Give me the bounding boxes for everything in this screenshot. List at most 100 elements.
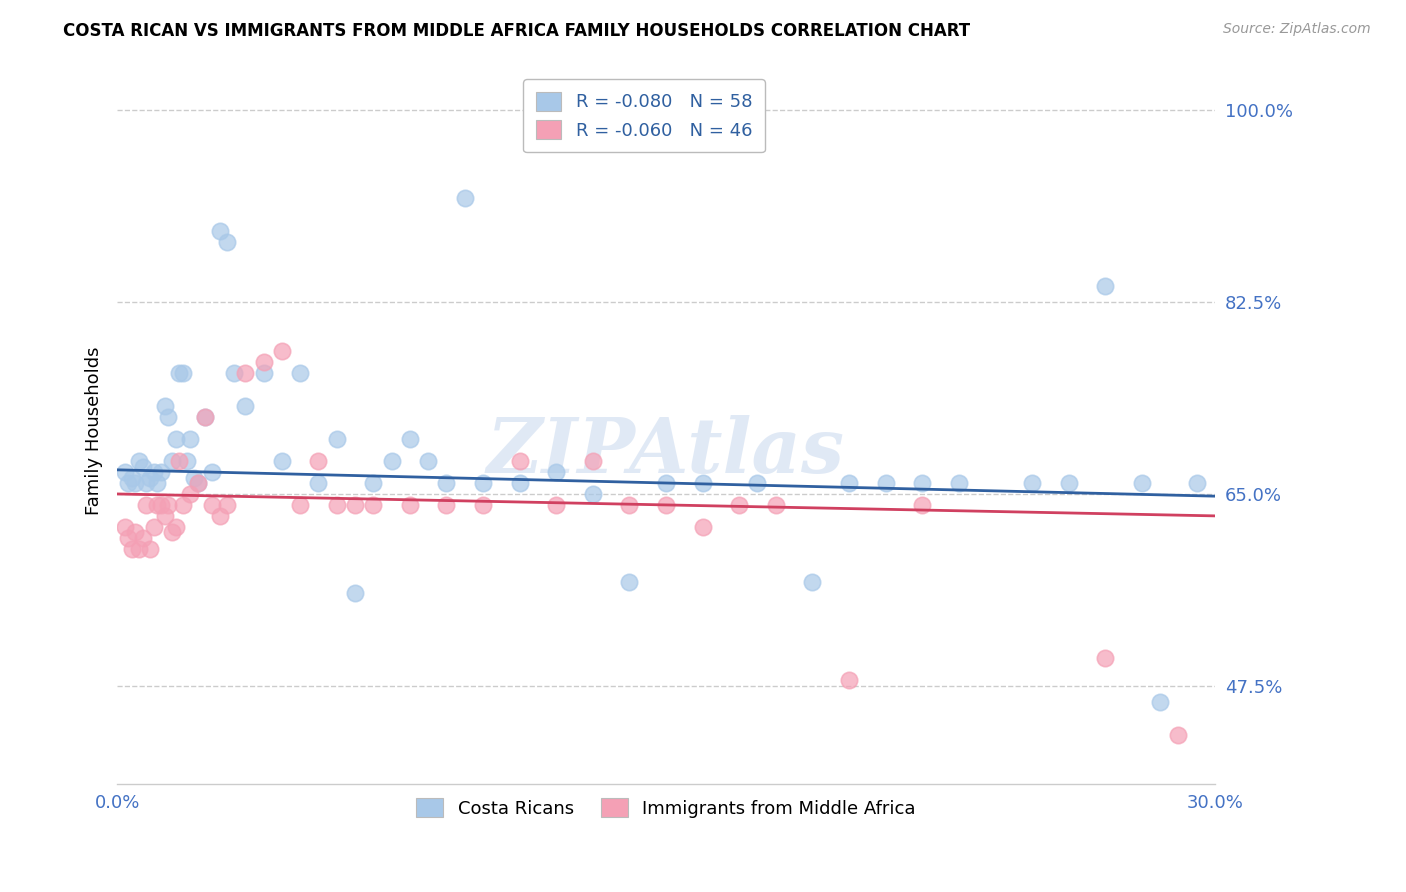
- Y-axis label: Family Households: Family Households: [86, 347, 103, 516]
- Point: [325, 498, 347, 512]
- Point: [208, 508, 231, 523]
- Point: [381, 454, 404, 468]
- Point: [288, 367, 311, 381]
- Point: [179, 487, 201, 501]
- Point: [270, 344, 292, 359]
- Point: [655, 498, 678, 512]
- Point: [436, 498, 458, 512]
- Point: [270, 454, 292, 468]
- Point: [325, 432, 347, 446]
- Point: [172, 498, 194, 512]
- Point: [153, 399, 176, 413]
- Point: [1149, 695, 1171, 709]
- Point: [114, 520, 136, 534]
- Point: [838, 673, 860, 688]
- Point: [124, 475, 146, 490]
- Point: [1185, 475, 1208, 490]
- Point: [183, 470, 205, 484]
- Legend: Costa Ricans, Immigrants from Middle Africa: Costa Ricans, Immigrants from Middle Afr…: [409, 791, 924, 825]
- Point: [728, 498, 751, 512]
- Point: [121, 541, 143, 556]
- Point: [509, 475, 531, 490]
- Point: [132, 531, 155, 545]
- Point: [187, 475, 209, 490]
- Point: [619, 498, 641, 512]
- Point: [655, 475, 678, 490]
- Point: [1094, 651, 1116, 665]
- Point: [135, 475, 157, 490]
- Point: [114, 465, 136, 479]
- Point: [128, 454, 150, 468]
- Point: [344, 498, 367, 512]
- Point: [288, 498, 311, 512]
- Point: [124, 525, 146, 540]
- Point: [1057, 475, 1080, 490]
- Point: [1130, 475, 1153, 490]
- Text: COSTA RICAN VS IMMIGRANTS FROM MIDDLE AFRICA FAMILY HOUSEHOLDS CORRELATION CHART: COSTA RICAN VS IMMIGRANTS FROM MIDDLE AF…: [63, 22, 970, 40]
- Point: [692, 475, 714, 490]
- Point: [399, 432, 422, 446]
- Point: [307, 454, 329, 468]
- Point: [911, 475, 934, 490]
- Point: [801, 574, 824, 589]
- Point: [875, 475, 897, 490]
- Point: [121, 470, 143, 484]
- Text: Source: ZipAtlas.com: Source: ZipAtlas.com: [1223, 22, 1371, 37]
- Point: [509, 454, 531, 468]
- Point: [139, 470, 162, 484]
- Point: [233, 399, 256, 413]
- Point: [252, 367, 274, 381]
- Point: [194, 410, 217, 425]
- Point: [160, 454, 183, 468]
- Point: [128, 541, 150, 556]
- Point: [117, 475, 139, 490]
- Point: [117, 531, 139, 545]
- Point: [546, 498, 568, 512]
- Point: [157, 498, 180, 512]
- Point: [150, 465, 173, 479]
- Point: [146, 475, 169, 490]
- Point: [1021, 475, 1043, 490]
- Point: [135, 498, 157, 512]
- Point: [208, 224, 231, 238]
- Point: [224, 367, 246, 381]
- Point: [747, 475, 769, 490]
- Point: [344, 585, 367, 599]
- Point: [418, 454, 440, 468]
- Point: [582, 487, 605, 501]
- Point: [692, 520, 714, 534]
- Point: [201, 498, 224, 512]
- Point: [1094, 278, 1116, 293]
- Point: [472, 475, 495, 490]
- Point: [176, 454, 198, 468]
- Point: [363, 475, 385, 490]
- Point: [179, 432, 201, 446]
- Point: [948, 475, 970, 490]
- Point: [454, 191, 477, 205]
- Point: [157, 410, 180, 425]
- Point: [307, 475, 329, 490]
- Point: [215, 498, 238, 512]
- Point: [911, 498, 934, 512]
- Point: [582, 454, 605, 468]
- Point: [233, 367, 256, 381]
- Point: [132, 459, 155, 474]
- Text: ZIPAtlas: ZIPAtlas: [486, 415, 845, 489]
- Point: [1167, 728, 1189, 742]
- Point: [169, 454, 191, 468]
- Point: [194, 410, 217, 425]
- Point: [160, 525, 183, 540]
- Point: [169, 367, 191, 381]
- Point: [546, 465, 568, 479]
- Point: [142, 520, 165, 534]
- Point: [436, 475, 458, 490]
- Point: [172, 367, 194, 381]
- Point: [765, 498, 787, 512]
- Point: [201, 465, 224, 479]
- Point: [146, 498, 169, 512]
- Point: [252, 355, 274, 369]
- Point: [838, 475, 860, 490]
- Point: [472, 498, 495, 512]
- Point: [142, 465, 165, 479]
- Point: [187, 475, 209, 490]
